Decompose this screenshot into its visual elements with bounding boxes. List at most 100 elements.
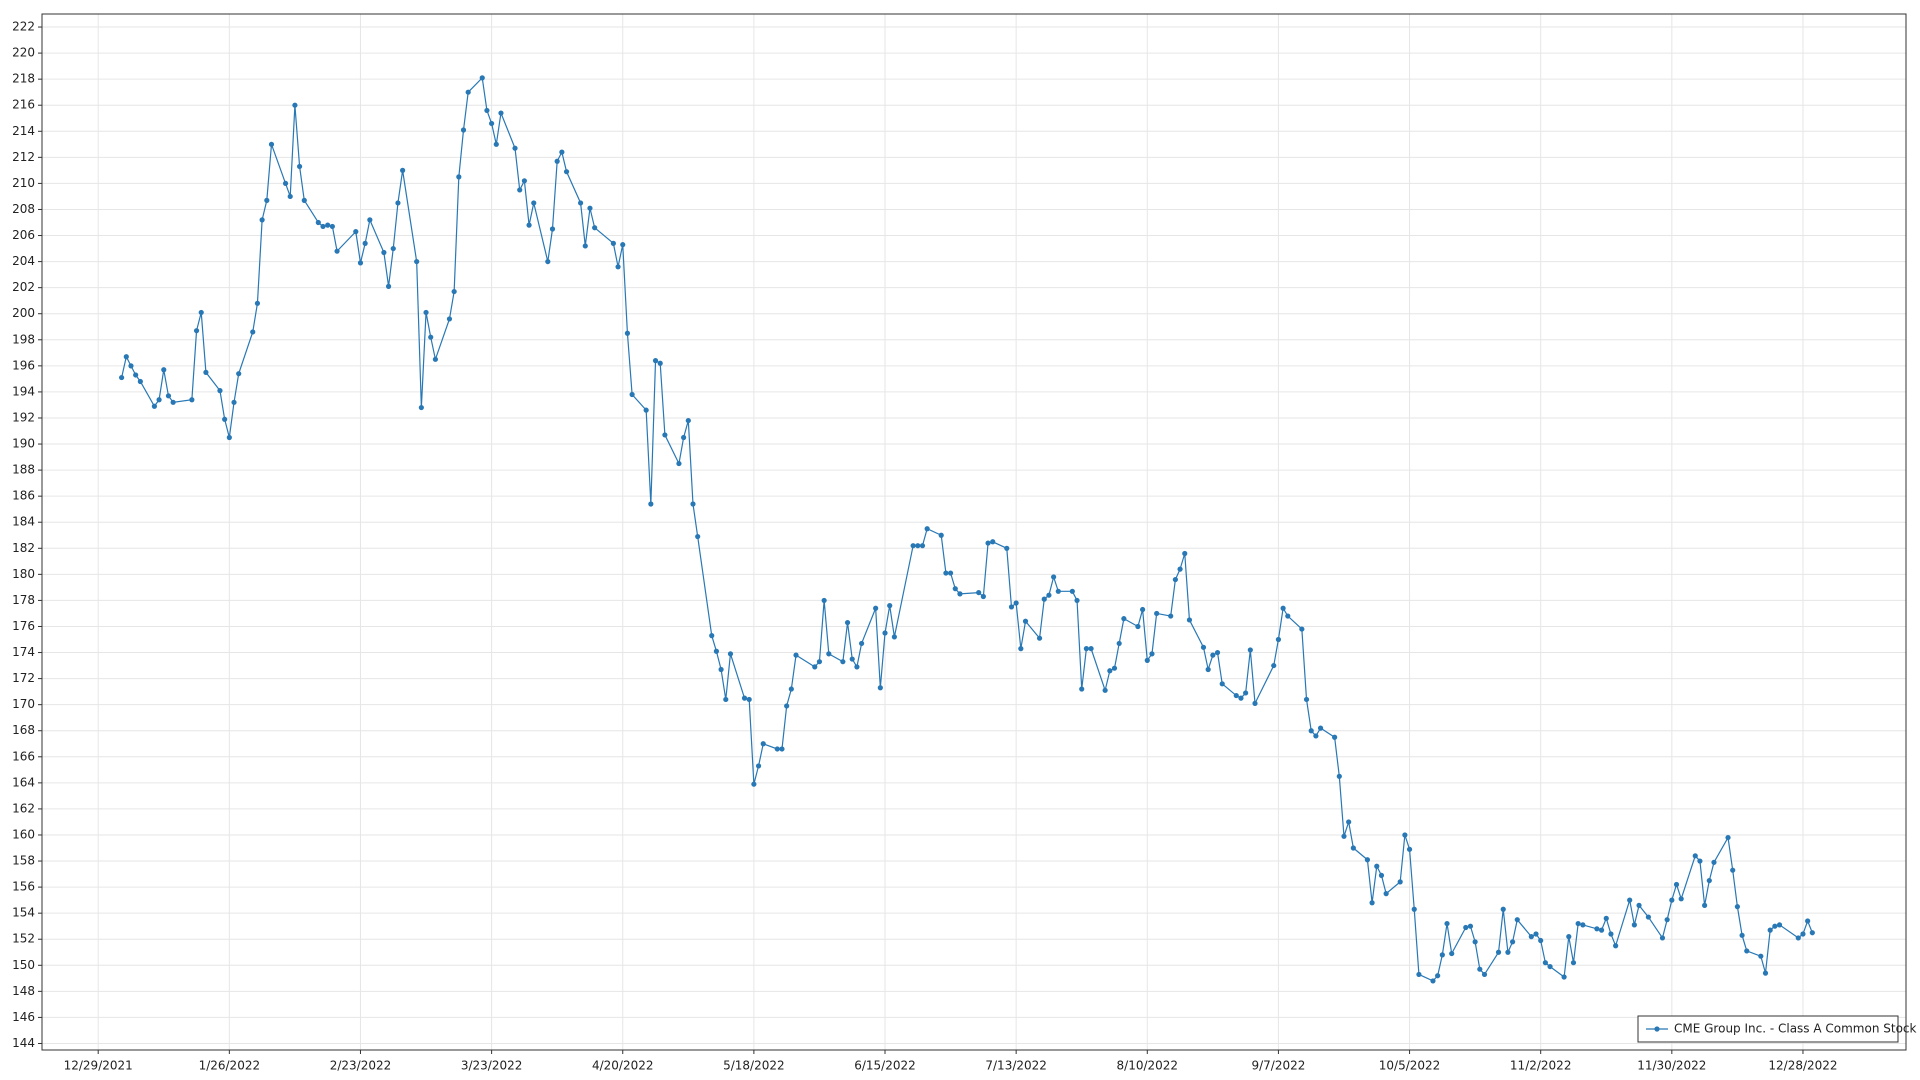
data-point <box>1200 644 1207 650</box>
data-point <box>460 127 467 133</box>
data-point <box>657 360 663 366</box>
data-point <box>1008 604 1015 610</box>
data-point <box>1758 953 1764 959</box>
y-tick-label: 146 <box>12 1010 35 1024</box>
data-point <box>1472 939 1478 945</box>
x-tick-label: 3/23/2022 <box>461 1059 523 1073</box>
data-point <box>554 158 560 164</box>
data-point <box>1659 935 1666 941</box>
data-point <box>1186 617 1193 623</box>
data-point <box>428 334 434 340</box>
data-point <box>943 570 949 576</box>
data-point <box>1767 927 1773 933</box>
data-point <box>924 526 930 532</box>
y-tick-label: 188 <box>12 463 35 477</box>
data-point <box>559 149 565 155</box>
data-point <box>329 223 335 230</box>
x-tick-label: 12/29/2021 <box>64 1059 133 1073</box>
data-point <box>1613 943 1619 949</box>
data-point <box>821 597 827 604</box>
data-point <box>1205 666 1211 673</box>
data-point <box>137 378 143 385</box>
y-tick-label: 222 <box>12 20 35 34</box>
data-point <box>418 404 424 411</box>
data-point <box>709 633 715 639</box>
y-tick-label: 204 <box>12 254 35 268</box>
y-tick-label: 170 <box>12 697 35 711</box>
data-point <box>156 397 162 403</box>
data-point <box>1285 613 1291 619</box>
data-point <box>259 217 265 223</box>
data-point <box>1036 635 1043 641</box>
data-point <box>1378 872 1385 878</box>
data-point <box>1168 613 1174 619</box>
data-point <box>952 586 958 592</box>
data-point <box>236 371 242 377</box>
data-point <box>193 328 200 334</box>
y-tick-label: 212 <box>12 150 35 164</box>
data-point <box>128 363 134 369</box>
data-point <box>549 226 556 232</box>
data-point <box>648 501 654 507</box>
data-point <box>451 288 457 295</box>
data-point <box>784 703 790 709</box>
data-point <box>947 570 954 576</box>
data-point <box>320 223 326 230</box>
data-point <box>198 309 204 316</box>
data-point <box>587 205 593 211</box>
data-point <box>1177 566 1183 572</box>
y-tick-label: 172 <box>12 671 35 685</box>
data-point <box>1467 923 1474 929</box>
data-point <box>1013 600 1019 606</box>
y-tick-label: 168 <box>12 723 35 737</box>
data-point <box>1079 686 1085 692</box>
y-tick-label: 162 <box>12 801 35 815</box>
data-point <box>1528 934 1534 940</box>
x-tick-label: 6/15/2022 <box>854 1059 916 1073</box>
data-point <box>1116 640 1122 647</box>
data-point <box>685 417 691 424</box>
data-point <box>282 180 289 187</box>
data-point <box>165 393 172 399</box>
data-point <box>1673 881 1680 888</box>
data-point <box>231 399 237 405</box>
data-point <box>1219 681 1225 687</box>
y-tick-label: 174 <box>12 645 35 659</box>
data-point <box>976 589 982 596</box>
y-tick-label: 164 <box>12 775 35 789</box>
data-point <box>325 222 331 228</box>
data-point <box>1603 915 1609 921</box>
y-tick-label: 186 <box>12 489 35 503</box>
data-point <box>292 102 298 108</box>
y-tick-label: 192 <box>12 410 35 424</box>
data-point <box>521 178 527 184</box>
legend-box <box>1637 1015 1899 1043</box>
data-point <box>217 388 223 394</box>
data-point <box>1669 897 1675 903</box>
data-point <box>400 167 406 173</box>
y-tick-label: 214 <box>12 124 35 138</box>
plot-border <box>41 13 1907 1051</box>
data-point <box>1734 904 1740 910</box>
data-point <box>133 372 139 378</box>
data-point <box>1795 935 1801 941</box>
data-point <box>1182 550 1188 557</box>
data-point <box>910 543 916 549</box>
data-point <box>1397 879 1403 885</box>
data-point <box>287 193 293 200</box>
data-point <box>1135 623 1141 630</box>
y-tick-label: 218 <box>12 72 35 86</box>
data-point <box>882 630 888 636</box>
data-point <box>1102 687 1108 693</box>
y-tick-label: 208 <box>12 202 35 216</box>
data-point <box>1172 576 1178 583</box>
data-point <box>980 593 986 600</box>
data-point <box>592 225 598 231</box>
x-tick-label: 9/7/2022 <box>1251 1059 1305 1073</box>
data-point <box>1772 923 1778 929</box>
data-point <box>1594 926 1600 932</box>
data-point <box>1645 914 1652 920</box>
data-point <box>1805 918 1811 924</box>
data-point <box>1233 692 1239 699</box>
data-point <box>718 666 724 673</box>
